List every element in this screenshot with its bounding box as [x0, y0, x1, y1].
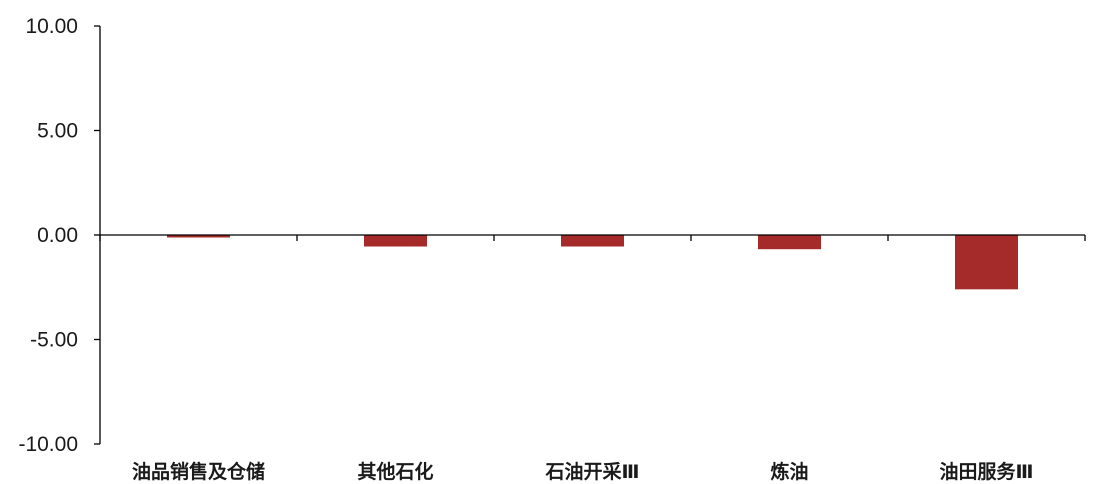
bar-4 — [955, 235, 1018, 290]
y-tick-label: 0.00 — [37, 224, 78, 247]
y-tick-label: -10.00 — [18, 433, 78, 456]
y-tick-label: -5.00 — [30, 329, 78, 352]
x-axis-ticks: 油品销售及仓储 其他石化 石油开采Ⅲ 炼油 油田服务Ⅲ — [99, 235, 1086, 483]
bar-0 — [167, 235, 230, 238]
x-category-label: 油品销售及仓储 — [132, 460, 265, 483]
x-category-label: 其他石化 — [357, 460, 433, 483]
bars-group — [167, 235, 1018, 290]
y-axis-ticks: 10.00 5.00 0.00 -5.00 -10.00 — [18, 15, 100, 456]
bar-3 — [758, 235, 821, 250]
x-category-label: 炼油 — [770, 460, 808, 483]
y-tick-label: 5.00 — [37, 120, 78, 143]
x-category-label: 石油开采Ⅲ — [545, 461, 640, 483]
bar-2 — [561, 235, 624, 247]
bar-1 — [364, 235, 427, 247]
x-category-label: 油田服务Ⅲ — [940, 460, 1034, 483]
y-tick-label: 10.00 — [25, 15, 78, 38]
